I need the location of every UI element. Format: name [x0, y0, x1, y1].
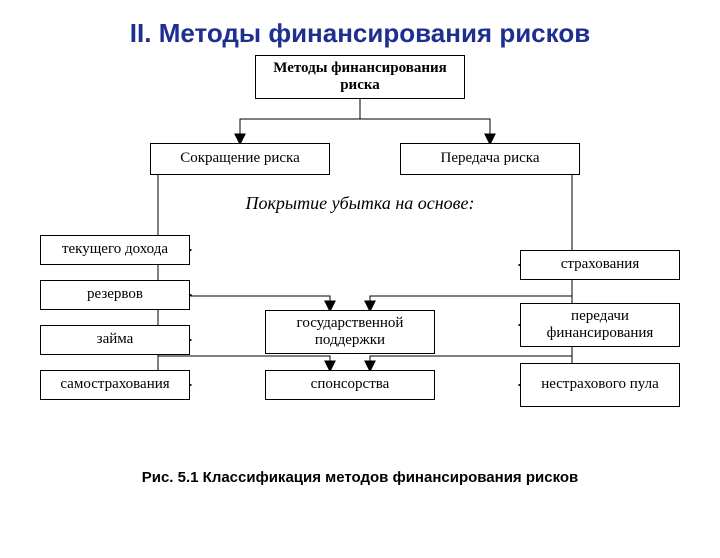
node-reduce: Сокращение риска [150, 143, 330, 175]
node-loan: займа [40, 325, 190, 355]
coverage-subtitle: Покрытие убытка на основе: [210, 193, 510, 214]
node-insure: страхования [520, 250, 680, 280]
node-sponsor: спонсорства [265, 370, 435, 400]
figure-caption: Рис. 5.1 Классификация методов финансиро… [0, 469, 720, 486]
node-pool: нестрахового пула [520, 363, 680, 407]
node-reserves: резервов [40, 280, 190, 310]
node-selfins: самострахования [40, 370, 190, 400]
node-gov: государственной поддержки [265, 310, 435, 354]
node-fintrans: передачи финансирования [520, 303, 680, 347]
diagram-container: Методы финансирования риска Сокращение ри… [40, 55, 680, 455]
node-income: текущего дохода [40, 235, 190, 265]
page-title: II. Методы финансирования рисков [0, 18, 720, 49]
node-root: Методы финансирования риска [255, 55, 465, 99]
node-transfer: Передача риска [400, 143, 580, 175]
